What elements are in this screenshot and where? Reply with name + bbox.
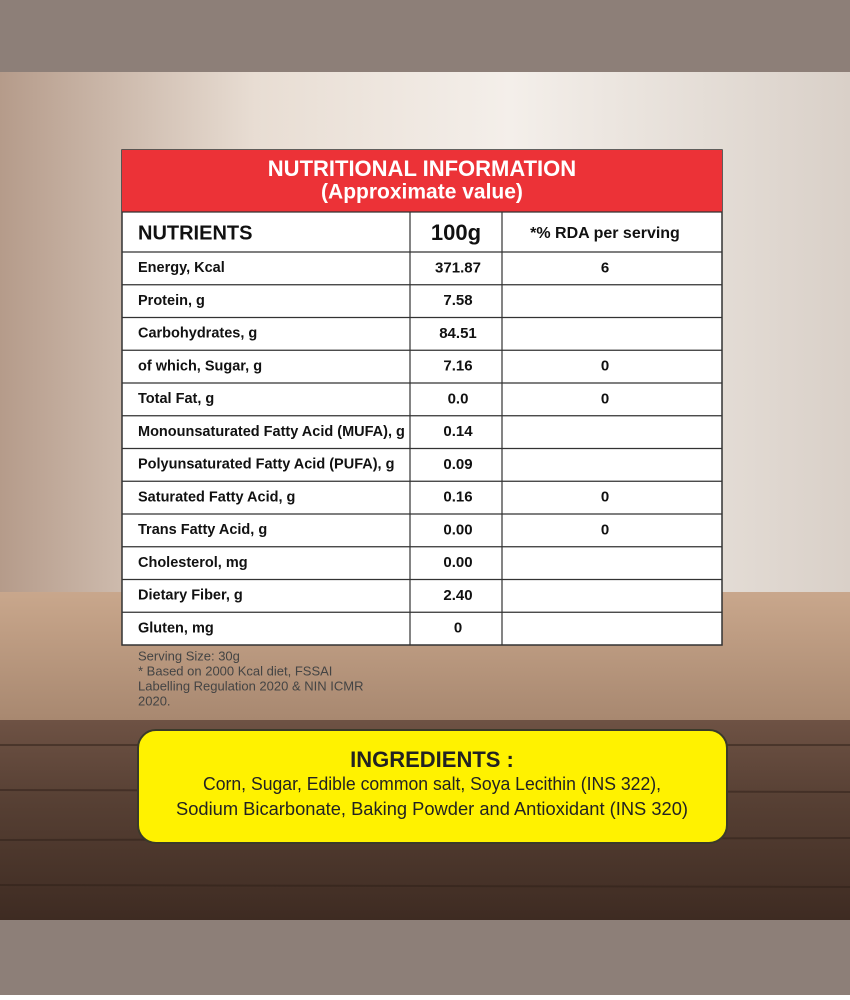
footnote-line: 2020.	[138, 693, 171, 708]
per-100g-value: 0.0	[448, 390, 469, 407]
per-100g-value: 2.40	[443, 587, 472, 604]
bottom-band	[0, 920, 850, 995]
per-100g-value: 371.87	[435, 259, 481, 276]
nutrient-name: Energy, Kcal	[138, 260, 225, 276]
rda-value: 0	[601, 358, 609, 375]
nutrient-name: Protein, g	[138, 293, 205, 309]
per-100g-value: 0	[454, 620, 462, 637]
per-100g-value: 0.00	[443, 554, 472, 571]
table-title: NUTRITIONAL INFORMATION	[268, 156, 576, 181]
table-header-bg	[122, 150, 722, 212]
per-100g-value: 0.00	[443, 521, 472, 538]
column-header: *% RDA per serving	[530, 225, 680, 242]
ingredients-box	[137, 729, 728, 844]
nutrient-name: Trans Fatty Acid, g	[138, 522, 267, 538]
nutrient-name: of which, Sugar, g	[138, 358, 262, 374]
per-100g-value: 0.16	[443, 489, 472, 506]
rda-value: 0	[601, 390, 609, 407]
ingredients-title: INGREDIENTS :	[350, 747, 514, 772]
per-100g-value: 7.58	[443, 292, 472, 309]
column-header: 100g	[431, 220, 481, 245]
column-header: NUTRIENTS	[138, 222, 252, 244]
rda-value: 0	[601, 521, 609, 538]
rda-value: 6	[601, 259, 609, 276]
footnote-line: * Based on 2000 Kcal diet, FSSAI	[138, 663, 332, 678]
per-100g-value: 84.51	[439, 325, 477, 342]
per-100g-value: 0.09	[443, 456, 472, 473]
nutrient-name: Gluten, mg	[138, 620, 214, 636]
nutrient-name: Monounsaturated Fatty Acid (MUFA), g	[138, 424, 405, 440]
nutrient-name: Total Fat, g	[138, 391, 214, 407]
top-band	[0, 0, 850, 72]
footnote-line: Serving Size: 30g	[138, 648, 240, 663]
nutrient-name: Dietary Fiber, g	[138, 588, 243, 604]
rda-value: 0	[601, 489, 609, 506]
per-100g-value: 0.14	[443, 423, 473, 440]
nutrient-name: Polyunsaturated Fatty Acid (PUFA), g	[138, 457, 394, 473]
table-box	[121, 149, 723, 646]
table-subtitle: (Approximate value)	[321, 181, 523, 204]
per-100g-value: 7.16	[443, 358, 472, 375]
footnote-line: Labelling Regulation 2020 & NIN ICMR	[138, 678, 363, 693]
nutrient-name: Cholesterol, mg	[138, 555, 248, 571]
ingredients-line: Sodium Bicarbonate, Baking Powder and An…	[176, 798, 688, 819]
ingredients-line: Corn, Sugar, Edible common salt, Soya Le…	[203, 773, 661, 794]
nutrient-name: Saturated Fatty Acid, g	[138, 489, 295, 505]
nutrient-name: Carbohydrates, g	[138, 326, 257, 342]
